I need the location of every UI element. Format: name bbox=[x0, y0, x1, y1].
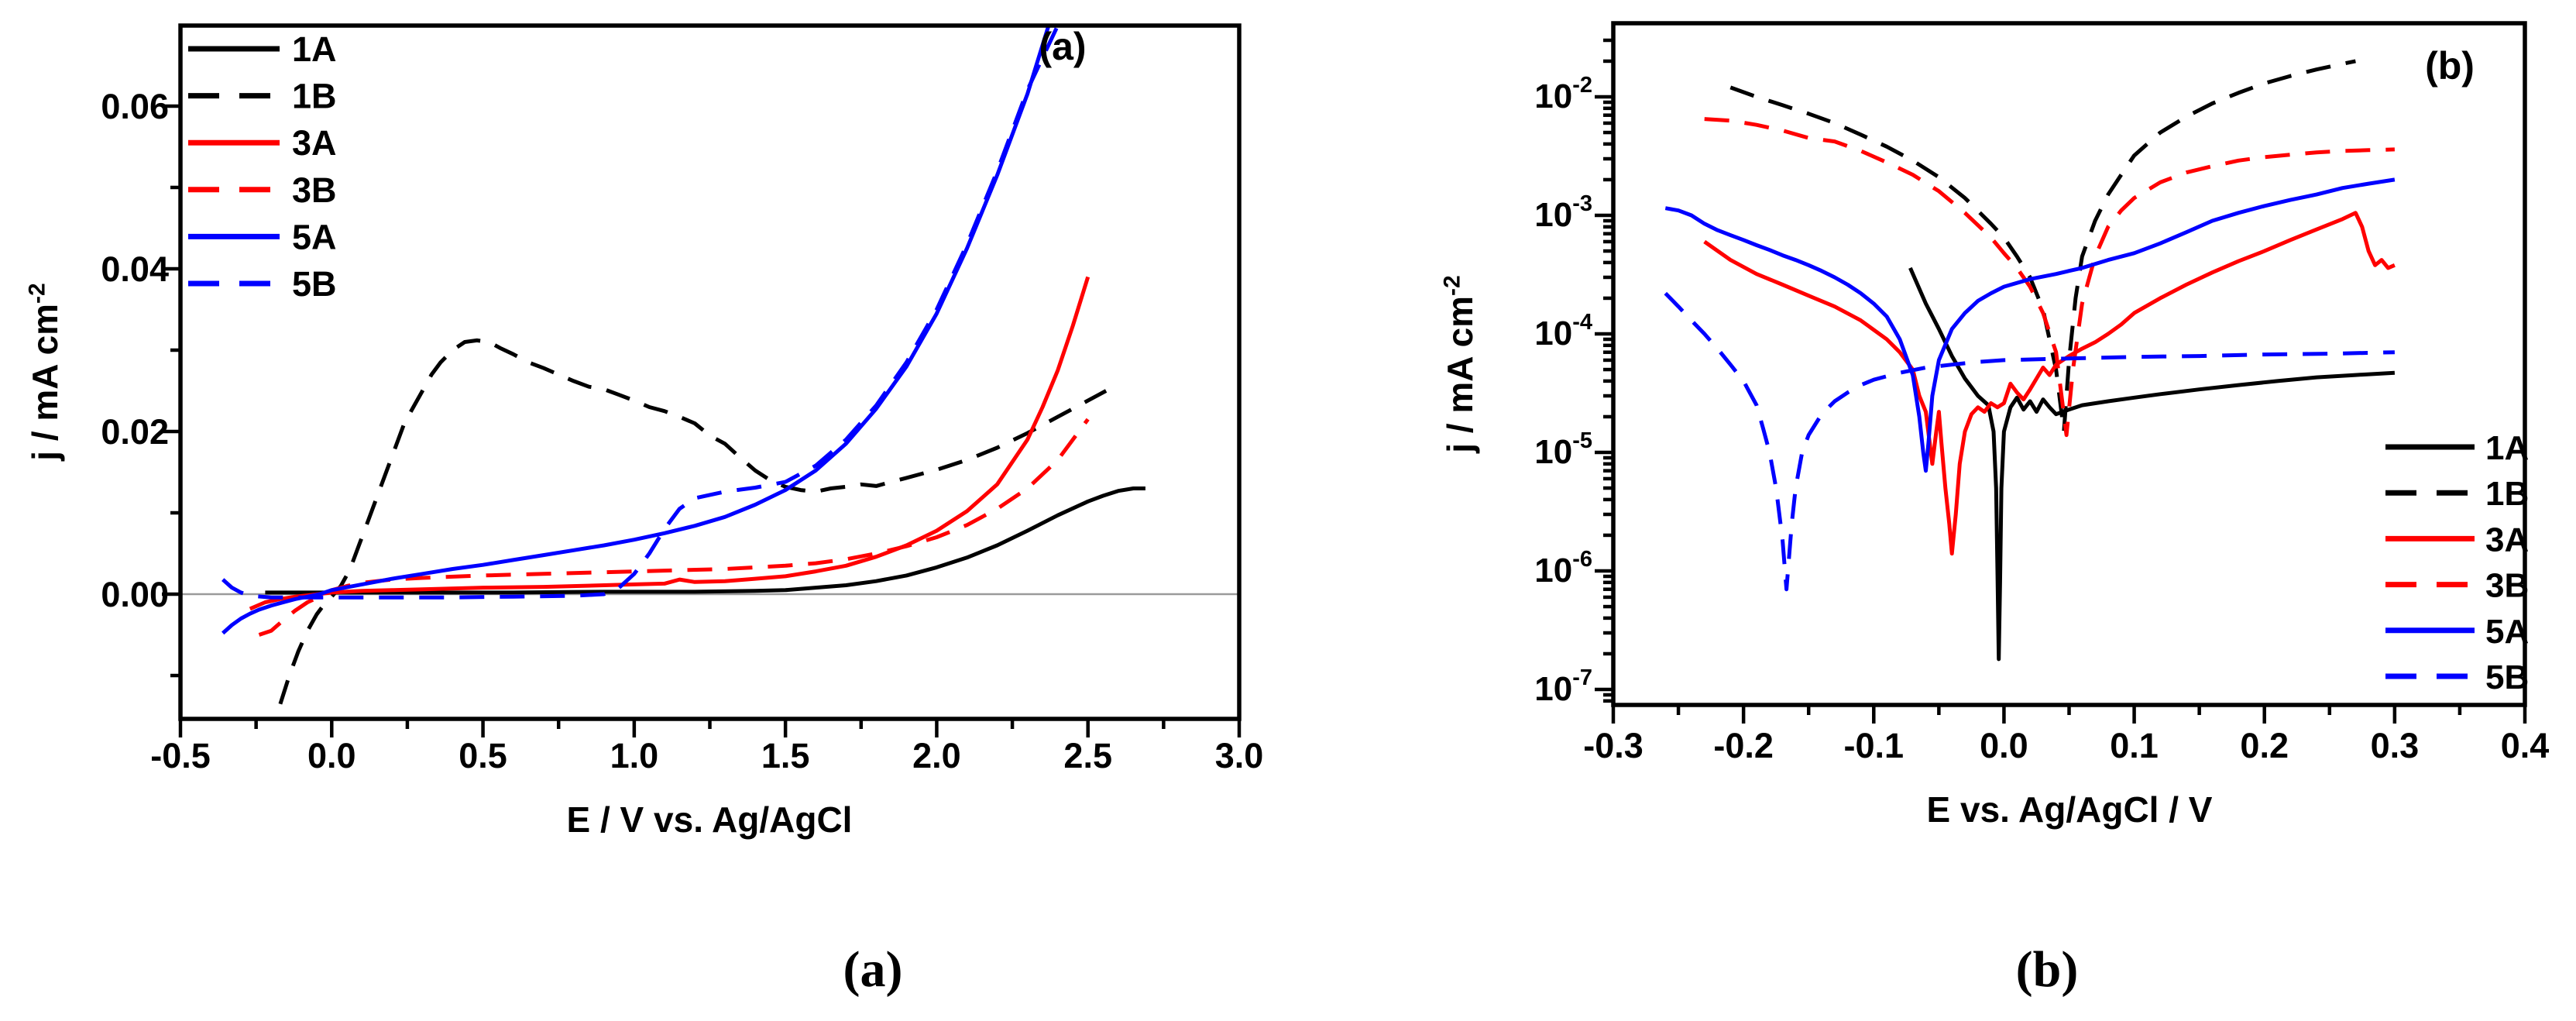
panel-a: -0.5 0.0 0.5 1.0 1.5 2.0 2.5 3.0 0.00 0.02 0.04 0.0… bbox=[101, 23, 1263, 775]
legend: 1A 1B 3A 3B 5A 5B bbox=[2385, 429, 2529, 696]
svg-text:-0.1: -0.1 bbox=[1844, 726, 1905, 765]
panel-label-b: (b) bbox=[2425, 44, 2475, 88]
y-axis-label-b: j / mA cm-2 bbox=[1439, 275, 1481, 453]
svg-text:0.2: 0.2 bbox=[2240, 726, 2289, 765]
plot-frame bbox=[178, 23, 1242, 721]
svg-text:2.0: 2.0 bbox=[912, 736, 961, 775]
legend-item-3A: 3A bbox=[188, 123, 337, 163]
svg-text:0.04: 0.04 bbox=[101, 249, 169, 289]
legend-label-1A: 1A bbox=[2485, 429, 2529, 467]
caption-a: (a) bbox=[843, 941, 903, 998]
legend-item-5B: 5B bbox=[188, 264, 337, 304]
svg-text:3.0: 3.0 bbox=[1215, 736, 1264, 775]
y-axis-label-a-text: j / mA cm bbox=[25, 303, 65, 461]
series-3B bbox=[258, 418, 1090, 637]
legend-label-1B: 1B bbox=[2485, 475, 2529, 513]
svg-text:0.0: 0.0 bbox=[307, 736, 356, 775]
legend-label-1A: 1A bbox=[292, 29, 337, 69]
axis-ticks bbox=[162, 104, 1242, 737]
svg-text:0.00: 0.00 bbox=[101, 575, 169, 614]
svg-text:10-3: 10-3 bbox=[1534, 191, 1592, 234]
series-3A bbox=[249, 276, 1091, 611]
panel-label-a: (a) bbox=[1039, 25, 1087, 68]
svg-text:10-5: 10-5 bbox=[1534, 428, 1592, 471]
legend-item-3B: 3B bbox=[188, 170, 337, 210]
svg-text:2.5: 2.5 bbox=[1063, 736, 1112, 775]
svg-text:10-2: 10-2 bbox=[1534, 73, 1592, 115]
svg-text:1.5: 1.5 bbox=[761, 736, 810, 775]
x-axis-label-b: E vs. Ag/AgCl / V bbox=[1926, 789, 2213, 830]
series-group bbox=[1664, 59, 2396, 662]
legend-label-5A: 5A bbox=[292, 217, 337, 256]
panel-b: -0.3 -0.2 -0.1 0.0 0.1 0.2 0.3 0.4 10-2 10-3 10-4 1… bbox=[1534, 21, 2549, 765]
legend-label-5B: 5B bbox=[2485, 658, 2529, 696]
legend-label-3A: 3A bbox=[292, 123, 337, 163]
svg-text:10-4: 10-4 bbox=[1534, 310, 1592, 352]
legend-item-3B: 3B bbox=[2385, 567, 2529, 605]
svg-text:0.1: 0.1 bbox=[2110, 726, 2159, 765]
legend-label-3B: 3B bbox=[292, 170, 337, 210]
series-5A bbox=[222, 26, 1051, 635]
legend-item-5A: 5A bbox=[188, 217, 337, 256]
legend-label-5A: 5A bbox=[2485, 613, 2529, 651]
series-3B bbox=[1704, 117, 2395, 438]
svg-text:0.5: 0.5 bbox=[459, 736, 507, 775]
svg-text:-0.3: -0.3 bbox=[1583, 726, 1643, 765]
svg-text:10-7: 10-7 bbox=[1534, 665, 1592, 708]
svg-text:-0.2: -0.2 bbox=[1713, 726, 1774, 765]
legend-item-1A: 1A bbox=[2385, 429, 2529, 467]
legend-item-1A: 1A bbox=[188, 29, 337, 69]
legend-item-5A: 5A bbox=[2385, 613, 2529, 651]
series-5A bbox=[1664, 177, 2396, 473]
tick-labels: -0.5 0.0 0.5 1.0 1.5 2.0 2.5 3.0 0.00 0.02 0.04 0.0… bbox=[101, 87, 1263, 775]
y-axis-label-a-exponent: -2 bbox=[24, 283, 50, 304]
caption-b: (b) bbox=[2015, 941, 2079, 998]
legend-item-5B: 5B bbox=[2385, 658, 2529, 696]
y-axis-label-a: j / mA cm-2 bbox=[24, 283, 66, 461]
svg-text:0.02: 0.02 bbox=[101, 412, 169, 452]
svg-text:1.0: 1.0 bbox=[610, 736, 659, 775]
series-1B bbox=[278, 338, 1108, 705]
svg-text:0.0: 0.0 bbox=[1980, 726, 2028, 765]
y-axis-label-b-text: j / mA cm bbox=[1440, 295, 1480, 453]
legend-label-3A: 3A bbox=[2485, 521, 2529, 559]
series-1A bbox=[1908, 266, 2396, 662]
legend-label-3B: 3B bbox=[2485, 567, 2529, 605]
series-1A bbox=[265, 486, 1145, 595]
svg-text:-0.5: -0.5 bbox=[150, 736, 211, 775]
legend-item-1B: 1B bbox=[2385, 475, 2529, 513]
tick-labels: -0.3 -0.2 -0.1 0.0 0.1 0.2 0.3 0.4 10-2 10-3 10-4 1… bbox=[1534, 73, 2549, 765]
series-group bbox=[222, 26, 1145, 705]
legend: 1A 1B 3A 3B 5A 5B bbox=[188, 29, 337, 304]
series-5B bbox=[1664, 291, 2395, 592]
legend-label-1B: 1B bbox=[292, 77, 337, 116]
legend-label-5B: 5B bbox=[292, 264, 337, 304]
series-1B bbox=[1729, 59, 2356, 434]
x-axis-label-a: E / V vs. Ag/AgCl bbox=[566, 799, 853, 840]
svg-text:0.4: 0.4 bbox=[2501, 726, 2550, 765]
series-5B bbox=[222, 26, 1060, 600]
svg-text:0.06: 0.06 bbox=[101, 87, 169, 126]
y-axis-label-b-exponent: -2 bbox=[1439, 275, 1465, 296]
axis-ticks bbox=[1595, 38, 2527, 724]
legend-item-1B: 1B bbox=[188, 77, 337, 116]
svg-text:0.3: 0.3 bbox=[2371, 726, 2420, 765]
svg-text:10-6: 10-6 bbox=[1534, 547, 1592, 590]
legend-item-3A: 3A bbox=[2385, 521, 2529, 559]
